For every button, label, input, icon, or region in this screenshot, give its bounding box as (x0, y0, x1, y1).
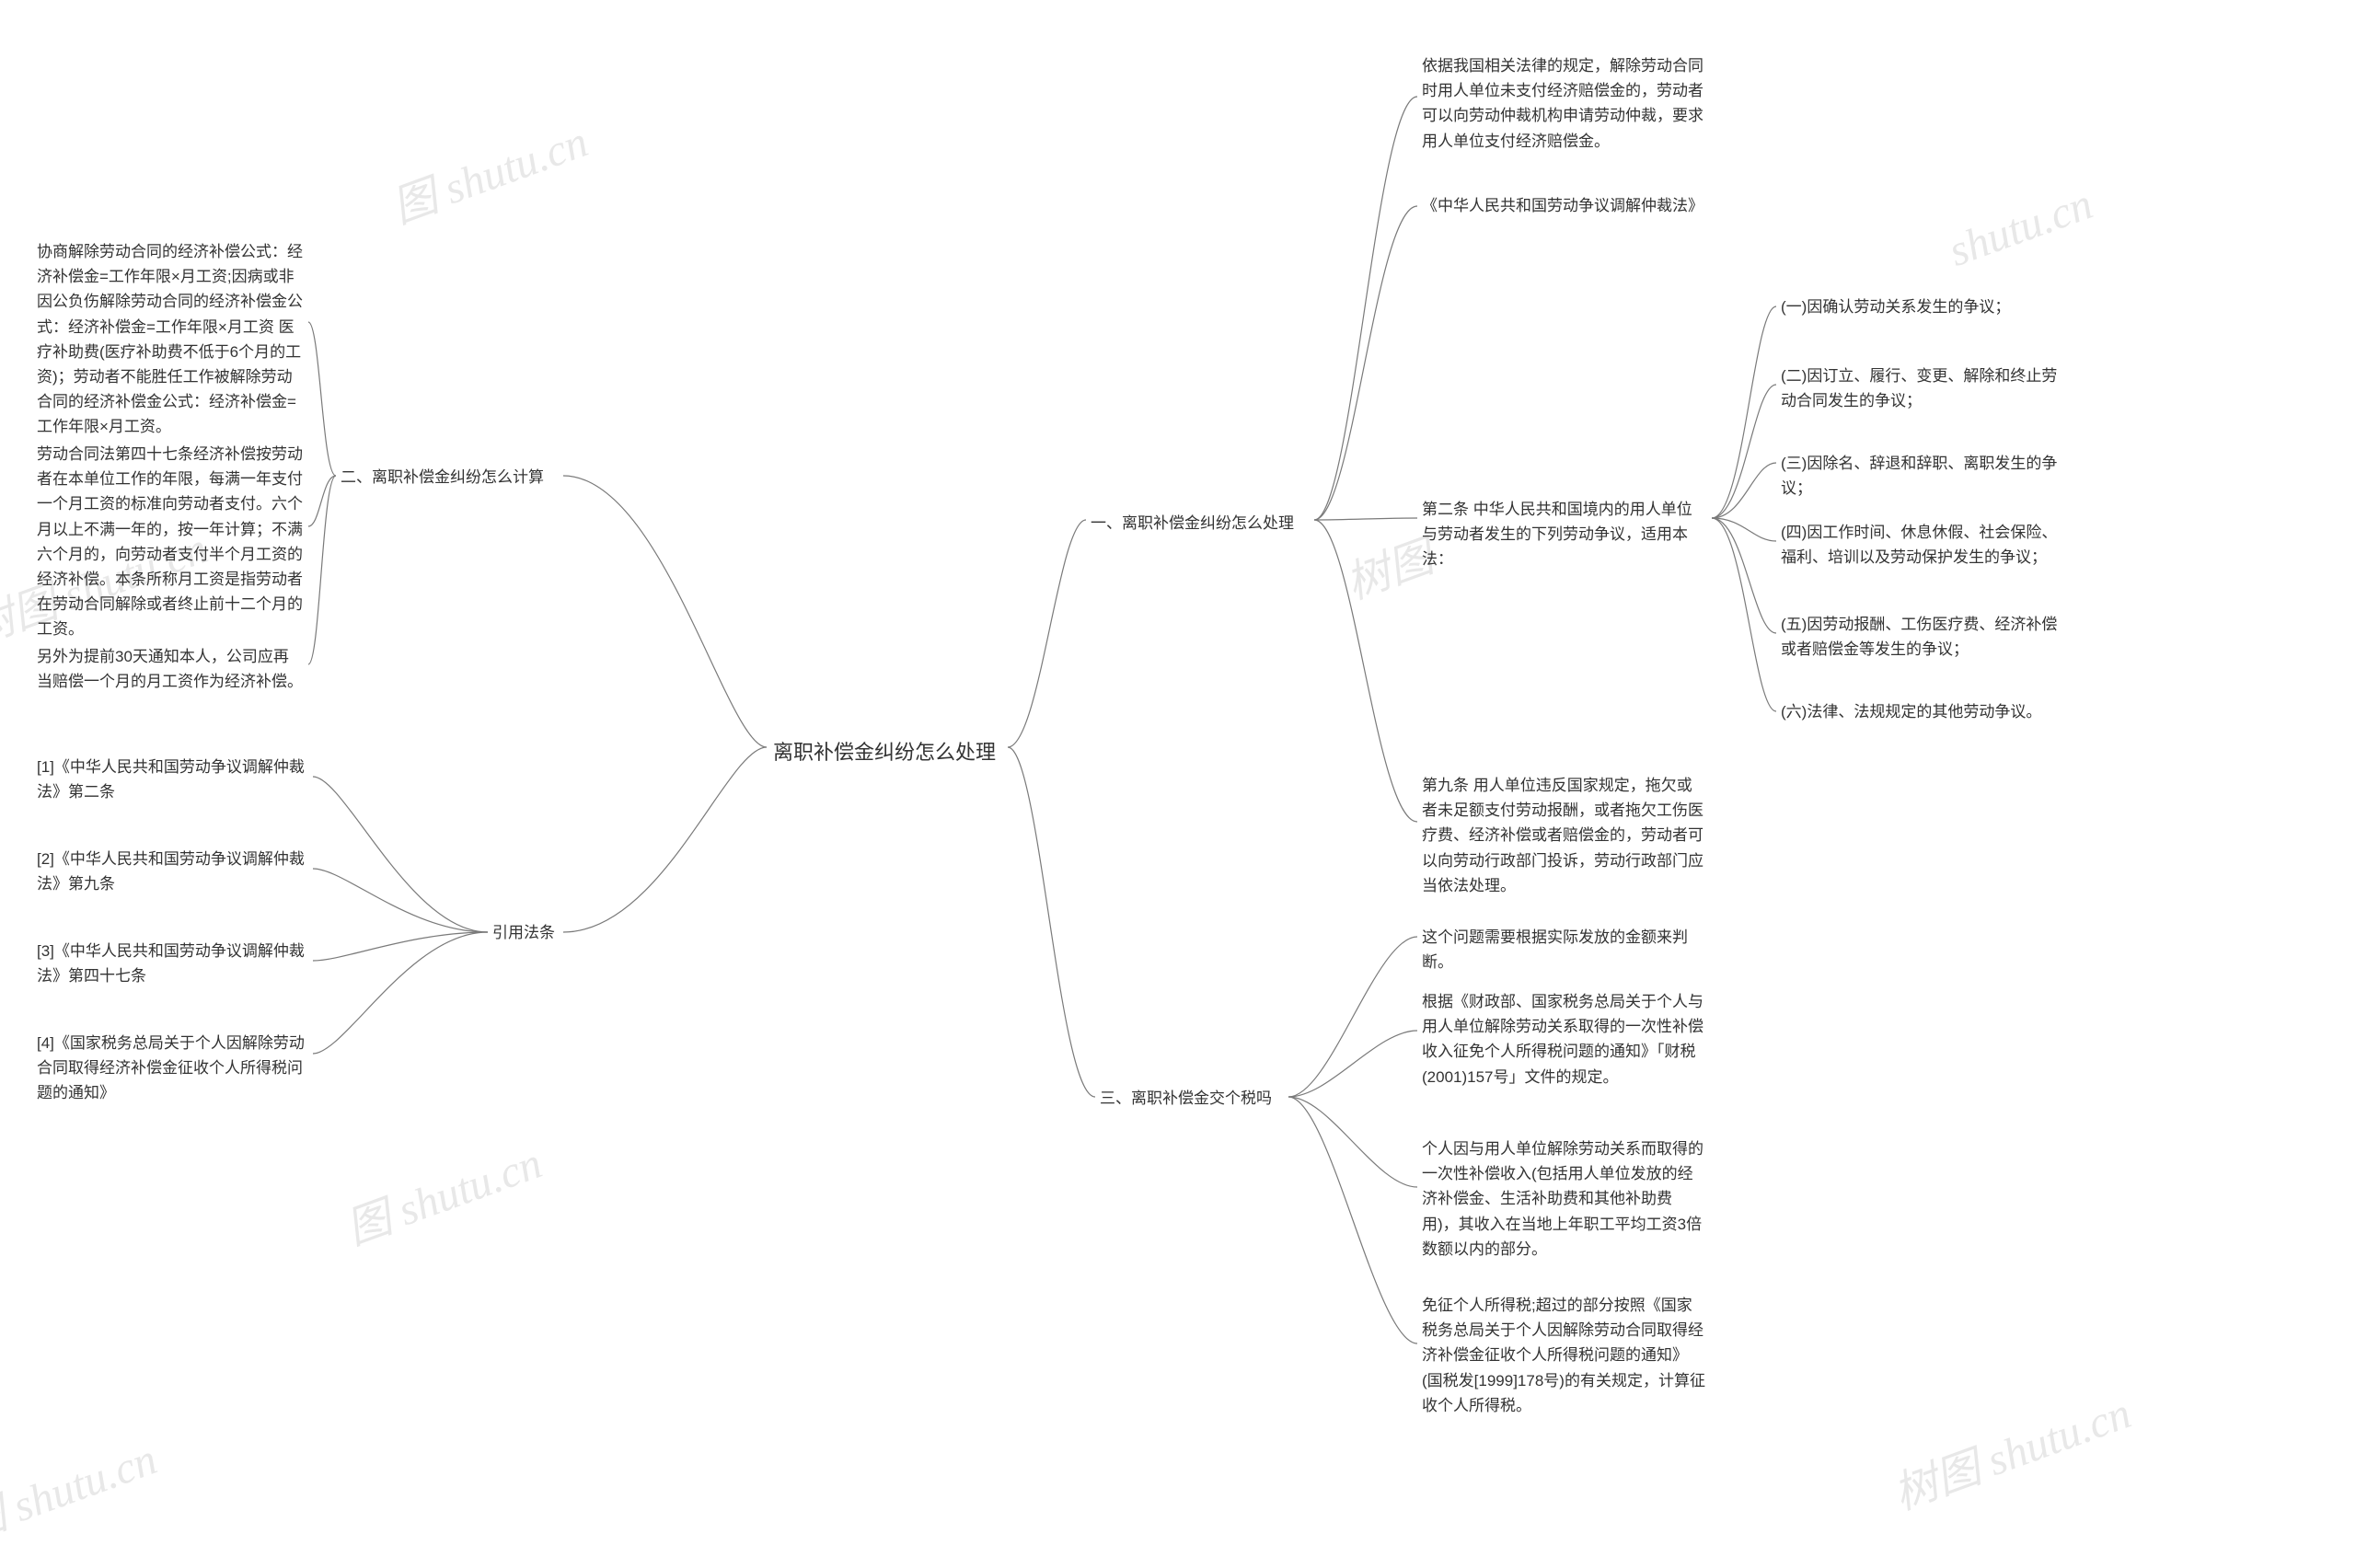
branch-l4: 引用法条 (492, 920, 555, 945)
leaf-l4c: [3]《中华人民共和国劳动争议调解仲裁法》第四十七条 (37, 939, 308, 988)
leaf-r1d: 第九条 用人单位违反国家规定，拖欠或者未足额支付劳动报酬，或者拖欠工伤医疗费、经… (1422, 773, 1707, 898)
watermark: shutu.cn (1942, 179, 2098, 277)
leaf-l2c: 另外为提前30天通知本人，公司应再当赔偿一个月的月工资作为经济补偿。 (37, 644, 304, 694)
watermark: 树图 shutu.cn (0, 1423, 164, 1568)
branch-r1: 一、离职补偿金纠纷怎么处理 (1091, 511, 1294, 536)
watermark: 树图 shutu.cn (1883, 1377, 2138, 1522)
leaf-r3d: 免征个人所得税;超过的部分按照《国家税务总局关于个人因解除劳动合同取得经济补偿金… (1422, 1293, 1707, 1418)
leaf-r1b: 《中华人民共和国劳动争议调解仲裁法》 (1422, 193, 1703, 218)
watermark: 图 shutu.cn (382, 105, 595, 235)
leaf-l4b: [2]《中华人民共和国劳动争议调解仲裁法》第九条 (37, 847, 308, 896)
leaf-l2a: 协商解除劳动合同的经济补偿公式：经济补偿金=工作年限×月工资;因病或非因公负伤解… (37, 239, 304, 440)
watermark: 图 shutu.cn (336, 1126, 549, 1256)
branch-r3: 三、离职补偿金交个税吗 (1100, 1086, 1272, 1111)
leaf-r3c: 个人因与用人单位解除劳动关系而取得的一次性补偿收入(包括用人单位发放的经济补偿金… (1422, 1136, 1707, 1262)
leaf-r1c4: (四)因工作时间、休息休假、社会保险、福利、培训以及劳动保护发生的争议； (1781, 520, 2066, 570)
leaf-r3b: 根据《财政部、国家税务总局关于个人与用人单位解除劳动关系取得的一次性补偿收入征免… (1422, 989, 1707, 1090)
center-node: 离职补偿金纠纷怎么处理 (773, 736, 996, 766)
leaf-r1c1: (一)因确认劳动关系发生的争议； (1781, 294, 2010, 319)
leaf-l4a: [1]《中华人民共和国劳动争议调解仲裁法》第二条 (37, 755, 308, 804)
leaf-r1c: 第二条 中华人民共和国境内的用人单位与劳动者发生的下列劳动争议，适用本法： (1422, 497, 1707, 572)
leaf-r3a: 这个问题需要根据实际发放的金额来判断。 (1422, 925, 1716, 974)
leaf-l2b: 劳动合同法第四十七条经济补偿按劳动者在本单位工作的年限，每满一年支付一个月工资的… (37, 442, 304, 642)
leaf-r1c5: (五)因劳动报酬、工伤医疗费、经济补偿或者赔偿金等发生的争议； (1781, 612, 2062, 662)
branch-l2: 二、离职补偿金纠纷怎么计算 (341, 465, 544, 490)
leaf-r1c6: (六)法律、法规规定的其他劳动争议。 (1781, 699, 2041, 724)
leaf-r1c2: (二)因订立、履行、变更、解除和终止劳动合同发生的争议； (1781, 363, 2062, 413)
leaf-l4d: [4]《国家税务总局关于个人因解除劳动合同取得经济补偿金征收个人所得税问题的通知… (37, 1031, 313, 1106)
connector-layer (0, 0, 2356, 1493)
leaf-r1a: 依据我国相关法律的规定，解除劳动合同时用人单位未支付经济赔偿金的，劳动者可以向劳… (1422, 53, 1707, 154)
leaf-r1c3: (三)因除名、辞退和辞职、离职发生的争议； (1781, 451, 2066, 501)
